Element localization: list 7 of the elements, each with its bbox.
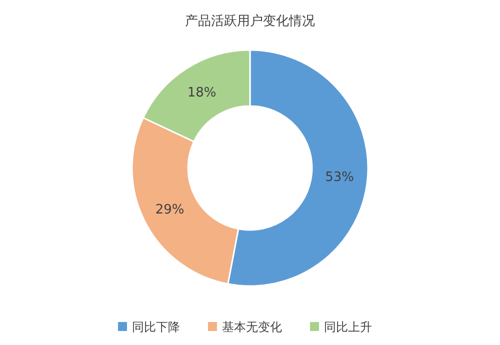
legend-label: 同比上升 — [324, 320, 372, 334]
legend-label: 同比下降 — [132, 320, 180, 334]
data-label: 29% — [155, 202, 184, 218]
chart-title: 产品活跃用户变化情况 — [185, 14, 315, 29]
data-label: 53% — [325, 170, 354, 186]
legend-label: 基本无变化 — [222, 320, 282, 334]
data-label: 18% — [187, 86, 216, 101]
